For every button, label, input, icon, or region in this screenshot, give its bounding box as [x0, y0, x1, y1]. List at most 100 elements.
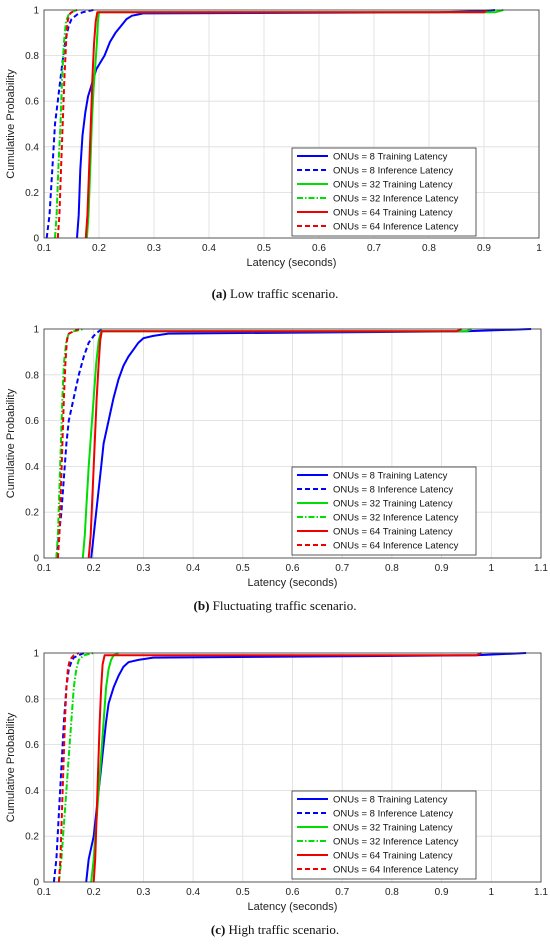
x-tick-label: 0.7: [335, 887, 349, 898]
caption-text: High traffic scenario.: [225, 922, 339, 937]
caption-label: (b): [194, 598, 210, 613]
legend-entry: ONUs = 64 Training Latency: [333, 208, 453, 219]
y-axis-label: Cumulative Probability: [5, 388, 17, 498]
x-tick-label: 0.8: [385, 887, 399, 898]
y-tick-label: 0.2: [25, 832, 39, 843]
x-tick-label: 0.1: [37, 243, 51, 254]
legend: ONUs = 8 Training Latency ONUs = 8 Infere…: [291, 466, 477, 556]
x-tick-label: 0.7: [335, 563, 349, 574]
caption-text: Low traffic scenario.: [227, 286, 339, 301]
x-tick-label: 0.9: [435, 563, 449, 574]
x-tick-label: 0.5: [236, 887, 250, 898]
y-tick-label: 0.4: [25, 142, 39, 153]
legend-entry: ONUs = 8 Inference Latency: [333, 485, 453, 496]
x-tick-label: 0.5: [257, 243, 271, 254]
legend-box: [291, 790, 477, 880]
y-tick-label: 1: [33, 649, 39, 660]
x-tick-label: 0.3: [136, 563, 150, 574]
legend-entry: ONUs = 64 Inference Latency: [333, 865, 459, 876]
x-tick-label: 0.6: [286, 563, 300, 574]
y-tick-label: 0: [33, 234, 39, 245]
legend-entry: ONUs = 8 Inference Latency: [333, 166, 453, 177]
series-line-4: [54, 9, 78, 239]
x-tick-label: 0.7: [367, 243, 381, 254]
y-tick-label: 1: [33, 325, 39, 336]
legend-entry: ONUs = 32 Training Latency: [333, 499, 453, 510]
x-axis-label: Latency (seconds): [247, 257, 337, 269]
series-line-2: [55, 328, 105, 559]
x-tick-label: 0.9: [477, 243, 491, 254]
y-tick-label: 0.4: [25, 462, 39, 473]
series-line-1: [90, 328, 532, 559]
axes-box: [43, 9, 540, 239]
x-tick-label: 0.4: [186, 563, 200, 574]
series-line-5: [87, 328, 462, 559]
x-axis-label: Latency (seconds): [248, 577, 338, 589]
legend-entry: ONUs = 32 Training Latency: [333, 823, 453, 834]
chart-panel-2: 0.1 0.2 0.3 0.4 0.5 0.6 0.7 0.8 0.9 1 1.1 0 0.2 0.4 0.…: [5, 325, 548, 614]
x-tick-label: 0.8: [422, 243, 436, 254]
x-tick-label: 1: [489, 563, 495, 574]
y-axis-label: Cumulative Probability: [5, 712, 17, 822]
chart-panel-3: 0.1 0.2 0.3 0.4 0.5 0.6 0.7 0.8 0.9 1 1.1 0 0.2 0.4 0.…: [5, 649, 548, 938]
series-line-1: [85, 652, 527, 883]
caption-label: (a): [212, 286, 227, 301]
y-tick-label: 0.4: [25, 786, 39, 797]
legend-entry: ONUs = 32 Inference Latency: [333, 837, 459, 848]
legend-box: [291, 466, 477, 556]
y-tick-label: 0.2: [25, 508, 39, 519]
x-tick-label: 1: [489, 887, 495, 898]
x-tick-label: 0.4: [186, 887, 200, 898]
figure-caption: (a) Low traffic scenario.: [212, 286, 339, 301]
legend-entry: ONUs = 8 Training Latency: [333, 471, 448, 482]
axes-box: [43, 328, 542, 559]
legend: ONUs = 8 Training Latency ONUs = 8 Infere…: [291, 147, 477, 237]
y-tick-label: 0.8: [25, 51, 39, 62]
y-tick-label: 0.8: [25, 694, 39, 705]
x-tick-label: 0.1: [37, 563, 51, 574]
legend-entry: ONUs = 8 Training Latency: [333, 152, 448, 163]
x-tick-label: 0.2: [92, 243, 106, 254]
series-line-6: [56, 9, 78, 239]
legend-entry: ONUs = 64 Training Latency: [333, 851, 453, 862]
y-tick-label: 0: [33, 554, 39, 565]
legend-box: [291, 147, 477, 237]
series-line-2: [45, 9, 94, 239]
y-axis-label: Cumulative Probability: [5, 69, 17, 179]
legend-entry: ONUs = 8 Inference Latency: [333, 809, 453, 820]
y-tick-label: 0.2: [25, 188, 39, 199]
x-tick-label: 0.8: [385, 563, 399, 574]
x-tick-label: 0.3: [136, 887, 150, 898]
legend-entry: ONUs = 64 Inference Latency: [333, 222, 459, 233]
x-tick-label: 0.3: [147, 243, 161, 254]
figure-caption: (c) High traffic scenario.: [211, 922, 339, 937]
legend-entry: ONUs = 64 Inference Latency: [333, 541, 459, 552]
x-tick-label: 0.5: [236, 563, 250, 574]
x-tick-label: 0.2: [87, 563, 101, 574]
legend-entry: ONUs = 32 Training Latency: [333, 180, 453, 191]
legend-entry: ONUs = 32 Inference Latency: [333, 194, 459, 205]
y-tick-label: 0.6: [25, 740, 39, 751]
x-tick-label: 0.1: [37, 887, 51, 898]
y-tick-label: 1: [33, 6, 39, 17]
axes-box: [43, 652, 542, 883]
series-line-1: [76, 9, 496, 239]
caption-text: Fluctuating traffic scenario.: [209, 598, 356, 613]
x-tick-label: 0.6: [286, 887, 300, 898]
x-tick-label: 0.6: [312, 243, 326, 254]
x-tick-label: 1: [536, 243, 542, 254]
y-tick-label: 0.6: [25, 416, 39, 427]
chart-panel-1: 0.1 0.2 0.3 0.4 0.5 0.6 0.7 0.8 0.9 1 0 0.2 0.4 0.6 0.…: [5, 6, 542, 302]
x-axis-label: Latency (seconds): [248, 901, 338, 913]
figure-caption: (b) Fluctuating traffic scenario.: [194, 598, 357, 613]
y-tick-label: 0.6: [25, 97, 39, 108]
series-line-5: [84, 9, 488, 239]
legend: ONUs = 8 Training Latency ONUs = 8 Infere…: [291, 790, 477, 880]
y-tick-label: 0: [33, 878, 39, 889]
legend-entry: ONUs = 64 Training Latency: [333, 527, 453, 538]
x-tick-label: 0.2: [87, 887, 101, 898]
x-tick-label: 1.1: [534, 563, 548, 574]
x-tick-label: 1.1: [534, 887, 548, 898]
